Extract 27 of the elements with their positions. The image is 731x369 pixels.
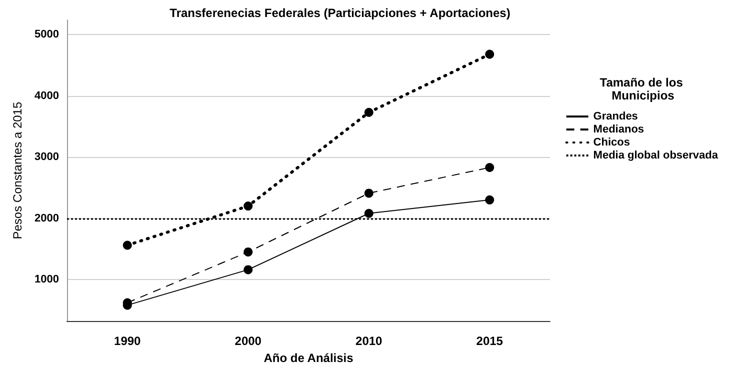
legend-label: Media global observada: [593, 150, 719, 162]
y-axis-title: Pesos Constantes a 2015: [10, 102, 25, 240]
x-tick-label: 2000: [234, 334, 262, 348]
point: [485, 162, 494, 172]
legend-label: Grandes: [593, 110, 638, 122]
y-tick-label: 2000: [34, 212, 59, 224]
y-tick-label: 4000: [34, 90, 59, 102]
x-axis-title: Año de Análisis: [264, 351, 354, 365]
y-tick-label: 1000: [34, 273, 59, 286]
y-tick-label: 5000: [34, 28, 59, 41]
point: [485, 195, 494, 204]
legend-title: Tamaño de los Municipios: [600, 76, 686, 102]
chart-title: Transferenecias Federales (Particiapciones + Aportaciones): [170, 6, 510, 20]
x-tick-label: 1990: [114, 334, 142, 348]
point: [244, 265, 253, 274]
x-tick-label: 2010: [356, 334, 383, 348]
point: [364, 208, 374, 218]
legend-label: Medianos: [593, 124, 644, 136]
point: [244, 202, 253, 211]
point: [244, 247, 253, 256]
legend-label: Chicos: [593, 136, 630, 148]
point: [122, 240, 132, 250]
point: [364, 108, 374, 117]
point: [364, 188, 374, 198]
y-tick-label: 3000: [34, 151, 59, 164]
x-tick-label: 2015: [476, 334, 504, 348]
point: [485, 50, 494, 59]
